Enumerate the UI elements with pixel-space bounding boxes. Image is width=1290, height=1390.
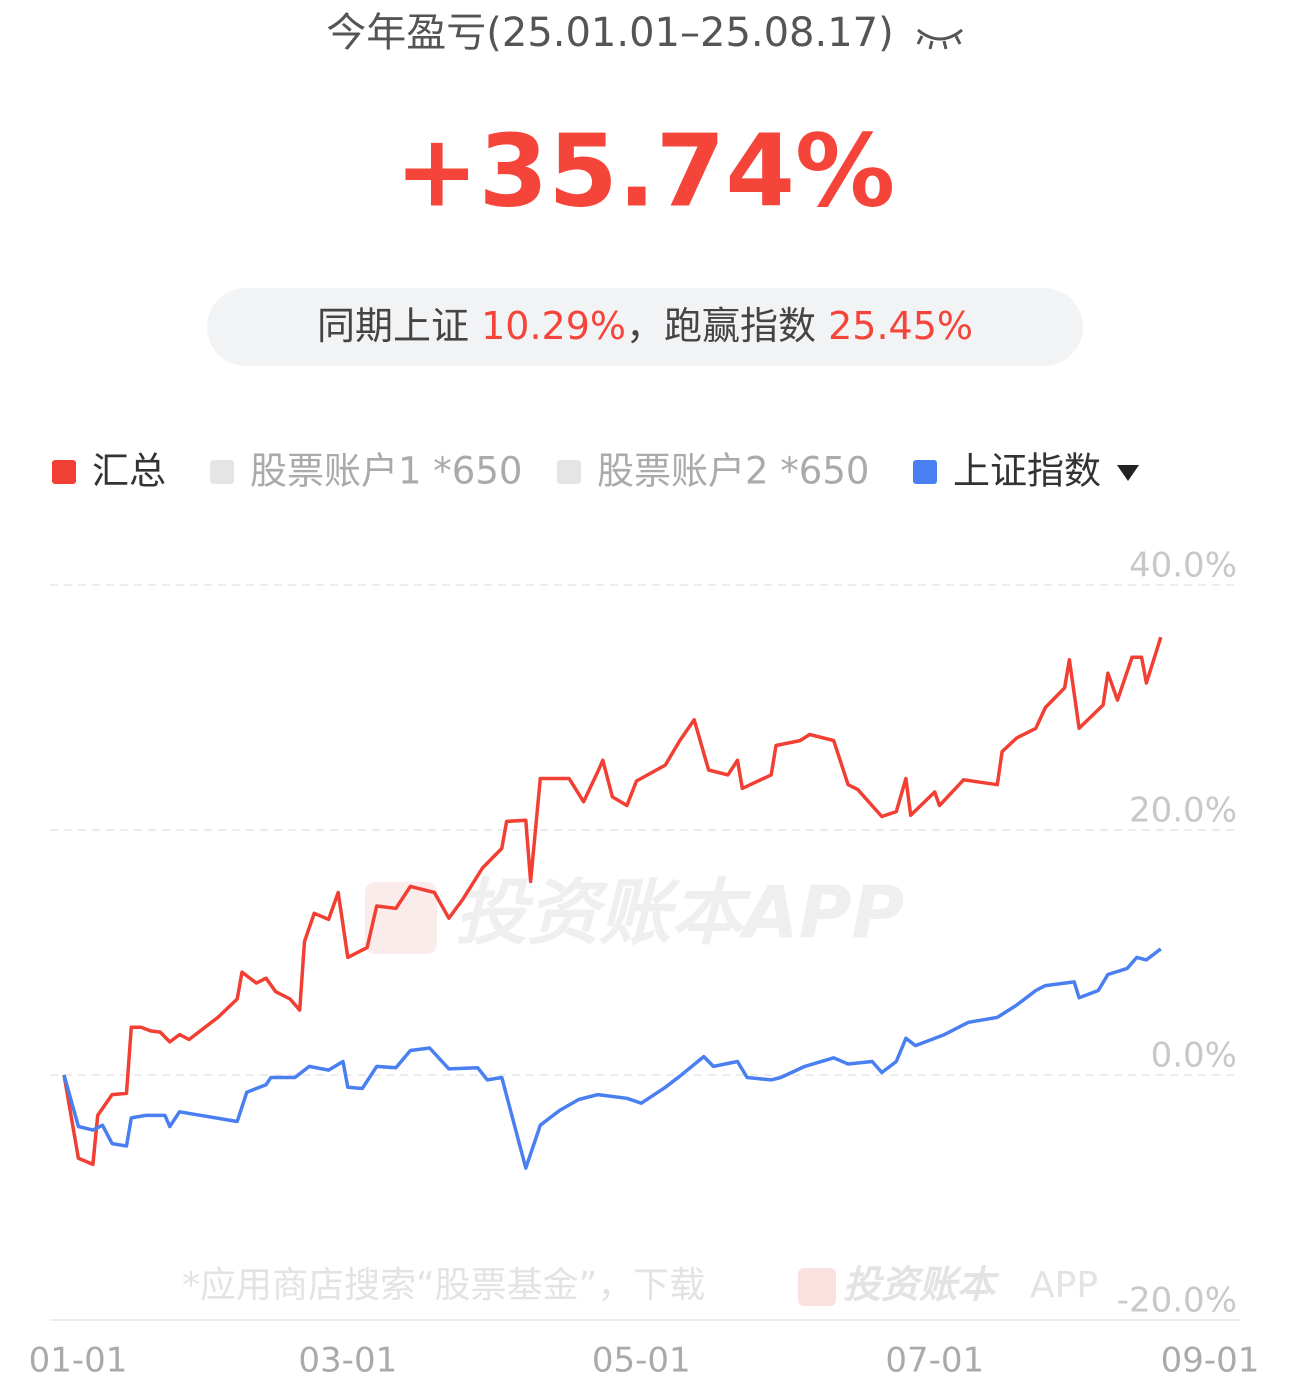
total-return: +35.74% — [395, 112, 895, 229]
y-tick-label: -20.0% — [1117, 1281, 1237, 1321]
y-tick-label: 40.0% — [1129, 546, 1237, 586]
comparison-pill — [207, 288, 1083, 366]
x-tick-label: 09-01 — [1161, 1341, 1260, 1381]
x-tick-label: 05-01 — [592, 1341, 691, 1381]
series-line — [62, 947, 1162, 1170]
footer-note: *应用商店搜索“股票基金”，下载 — [182, 1265, 705, 1306]
legend-item[interactable]: 汇总 — [52, 450, 166, 493]
x-tick-label: 07-01 — [885, 1341, 984, 1381]
comparison-text: 同期上证 10.29%，跑赢指数 25.45% — [317, 304, 973, 348]
index-return: 10.29% — [481, 304, 626, 348]
legend-label: 上证指数 — [953, 450, 1101, 493]
legend-item[interactable]: 上证指数 — [913, 450, 1101, 493]
page-title: 今年盈亏(25.01.01–25.08.17) — [326, 10, 893, 56]
hide-amount-icon[interactable] — [916, 28, 963, 50]
footer-logo — [798, 1268, 836, 1306]
legend-item[interactable]: 股票账户1 *650 — [210, 450, 522, 493]
x-tick-label: 01-01 — [29, 1341, 128, 1381]
legend-label: 股票账户2 *650 — [597, 450, 869, 493]
watermark-logo — [365, 882, 437, 954]
legend-swatch — [557, 460, 581, 484]
x-tick-label: 03-01 — [298, 1341, 397, 1381]
footer-app: APP — [1030, 1265, 1098, 1306]
y-tick-label: 20.0% — [1129, 791, 1237, 831]
eye-lid — [917, 28, 963, 41]
excess-return: 25.45% — [828, 304, 973, 348]
legend-swatch — [913, 460, 937, 484]
watermark-brand: 投资账本APP — [455, 871, 904, 955]
eye-lashes — [916, 35, 962, 50]
watermark: 投资账本APP *应用商店搜索“股票基金”，下载 投资账本 APP — [182, 871, 1098, 1307]
series-line — [62, 636, 1163, 1167]
legend-label: 股票账户1 *650 — [250, 450, 522, 493]
legend-label: 汇总 — [92, 450, 166, 493]
comparison-separator: ，跑赢指数 — [626, 304, 816, 348]
comparison-label: 同期上证 — [317, 304, 469, 348]
legend-swatch — [52, 460, 76, 484]
footer-brand: 投资账本 — [843, 1263, 1000, 1307]
legend-dropdown[interactable] — [1117, 465, 1139, 481]
legend-item[interactable]: 股票账户2 *650 — [557, 450, 869, 493]
legend-swatch — [210, 460, 234, 484]
y-tick-label: 0.0% — [1151, 1036, 1237, 1076]
